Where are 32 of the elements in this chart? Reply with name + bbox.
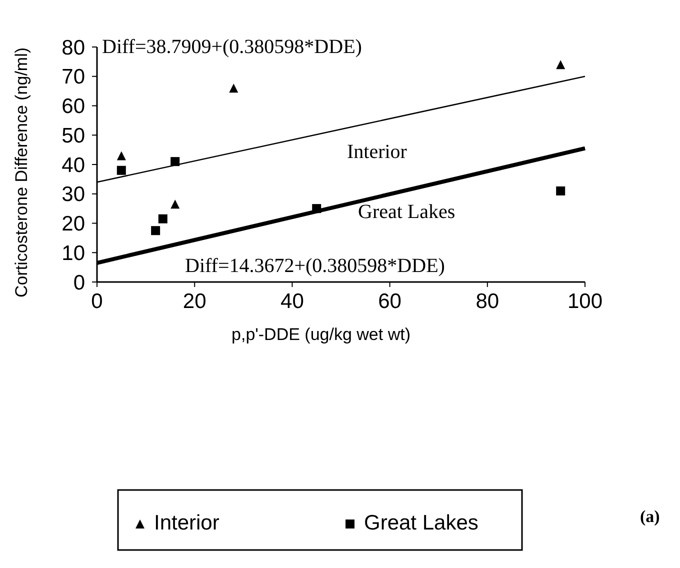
- annotation: Diff=38.7909+(0.380598*DDE): [102, 36, 362, 58]
- x-tick-label: 20: [182, 290, 206, 313]
- annotation: Interior: [347, 141, 408, 163]
- y-tick-label: 20: [62, 212, 85, 236]
- x-tick-label: 0: [91, 290, 103, 313]
- y-axis-title: Corticosterone Difference (ng/ml): [12, 47, 31, 298]
- x-tick-label: 40: [280, 290, 304, 313]
- point: [116, 166, 126, 175]
- y-tick-label: 70: [62, 66, 85, 89]
- y-tick-label: 60: [62, 95, 85, 118]
- x-tick-label: 80: [476, 290, 500, 313]
- y-tick-label: 40: [62, 154, 85, 177]
- point: [556, 60, 566, 70]
- point: [151, 226, 160, 236]
- legend-label: Interior: [154, 511, 220, 534]
- y-tick-label: 30: [62, 183, 85, 206]
- y-tick-label: 0: [73, 271, 85, 294]
- annotation: Great Lakes: [358, 201, 456, 223]
- point: [229, 84, 238, 93]
- x-tick-label: 60: [378, 290, 402, 313]
- y-tick-label: 50: [62, 124, 85, 148]
- text: (a): [640, 507, 660, 526]
- point: [116, 151, 126, 160]
- y-tick-label: 80: [62, 36, 85, 60]
- annotation: Diff=14.3672+(0.380598*DDE): [185, 255, 445, 277]
- point: [170, 200, 180, 209]
- x-tick-label: 100: [567, 290, 603, 313]
- legend-label: Great Lakes: [364, 511, 478, 534]
- y-tick-label: 10: [62, 242, 85, 265]
- point: [556, 186, 566, 196]
- x-axis-title: p,p'-DDE (ug/kg wet wt): [232, 325, 410, 344]
- point: [158, 214, 168, 224]
